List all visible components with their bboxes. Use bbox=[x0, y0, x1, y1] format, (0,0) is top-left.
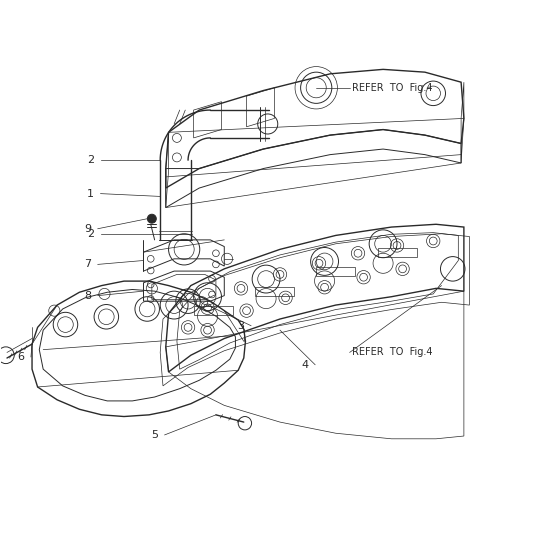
Text: 4: 4 bbox=[301, 360, 309, 370]
Text: 8: 8 bbox=[84, 291, 91, 301]
Text: 1: 1 bbox=[87, 189, 94, 199]
Text: 2: 2 bbox=[87, 228, 94, 239]
Text: 3: 3 bbox=[237, 321, 245, 331]
Text: REFER  TO  Fig.4: REFER TO Fig.4 bbox=[352, 83, 433, 93]
Text: 2: 2 bbox=[87, 155, 94, 165]
Text: 6: 6 bbox=[17, 352, 25, 362]
Text: 7: 7 bbox=[84, 259, 91, 269]
Text: REFER  TO  Fig.4: REFER TO Fig.4 bbox=[352, 347, 433, 357]
Text: 9: 9 bbox=[84, 224, 91, 234]
Text: 5: 5 bbox=[151, 430, 158, 440]
Circle shape bbox=[147, 214, 156, 223]
